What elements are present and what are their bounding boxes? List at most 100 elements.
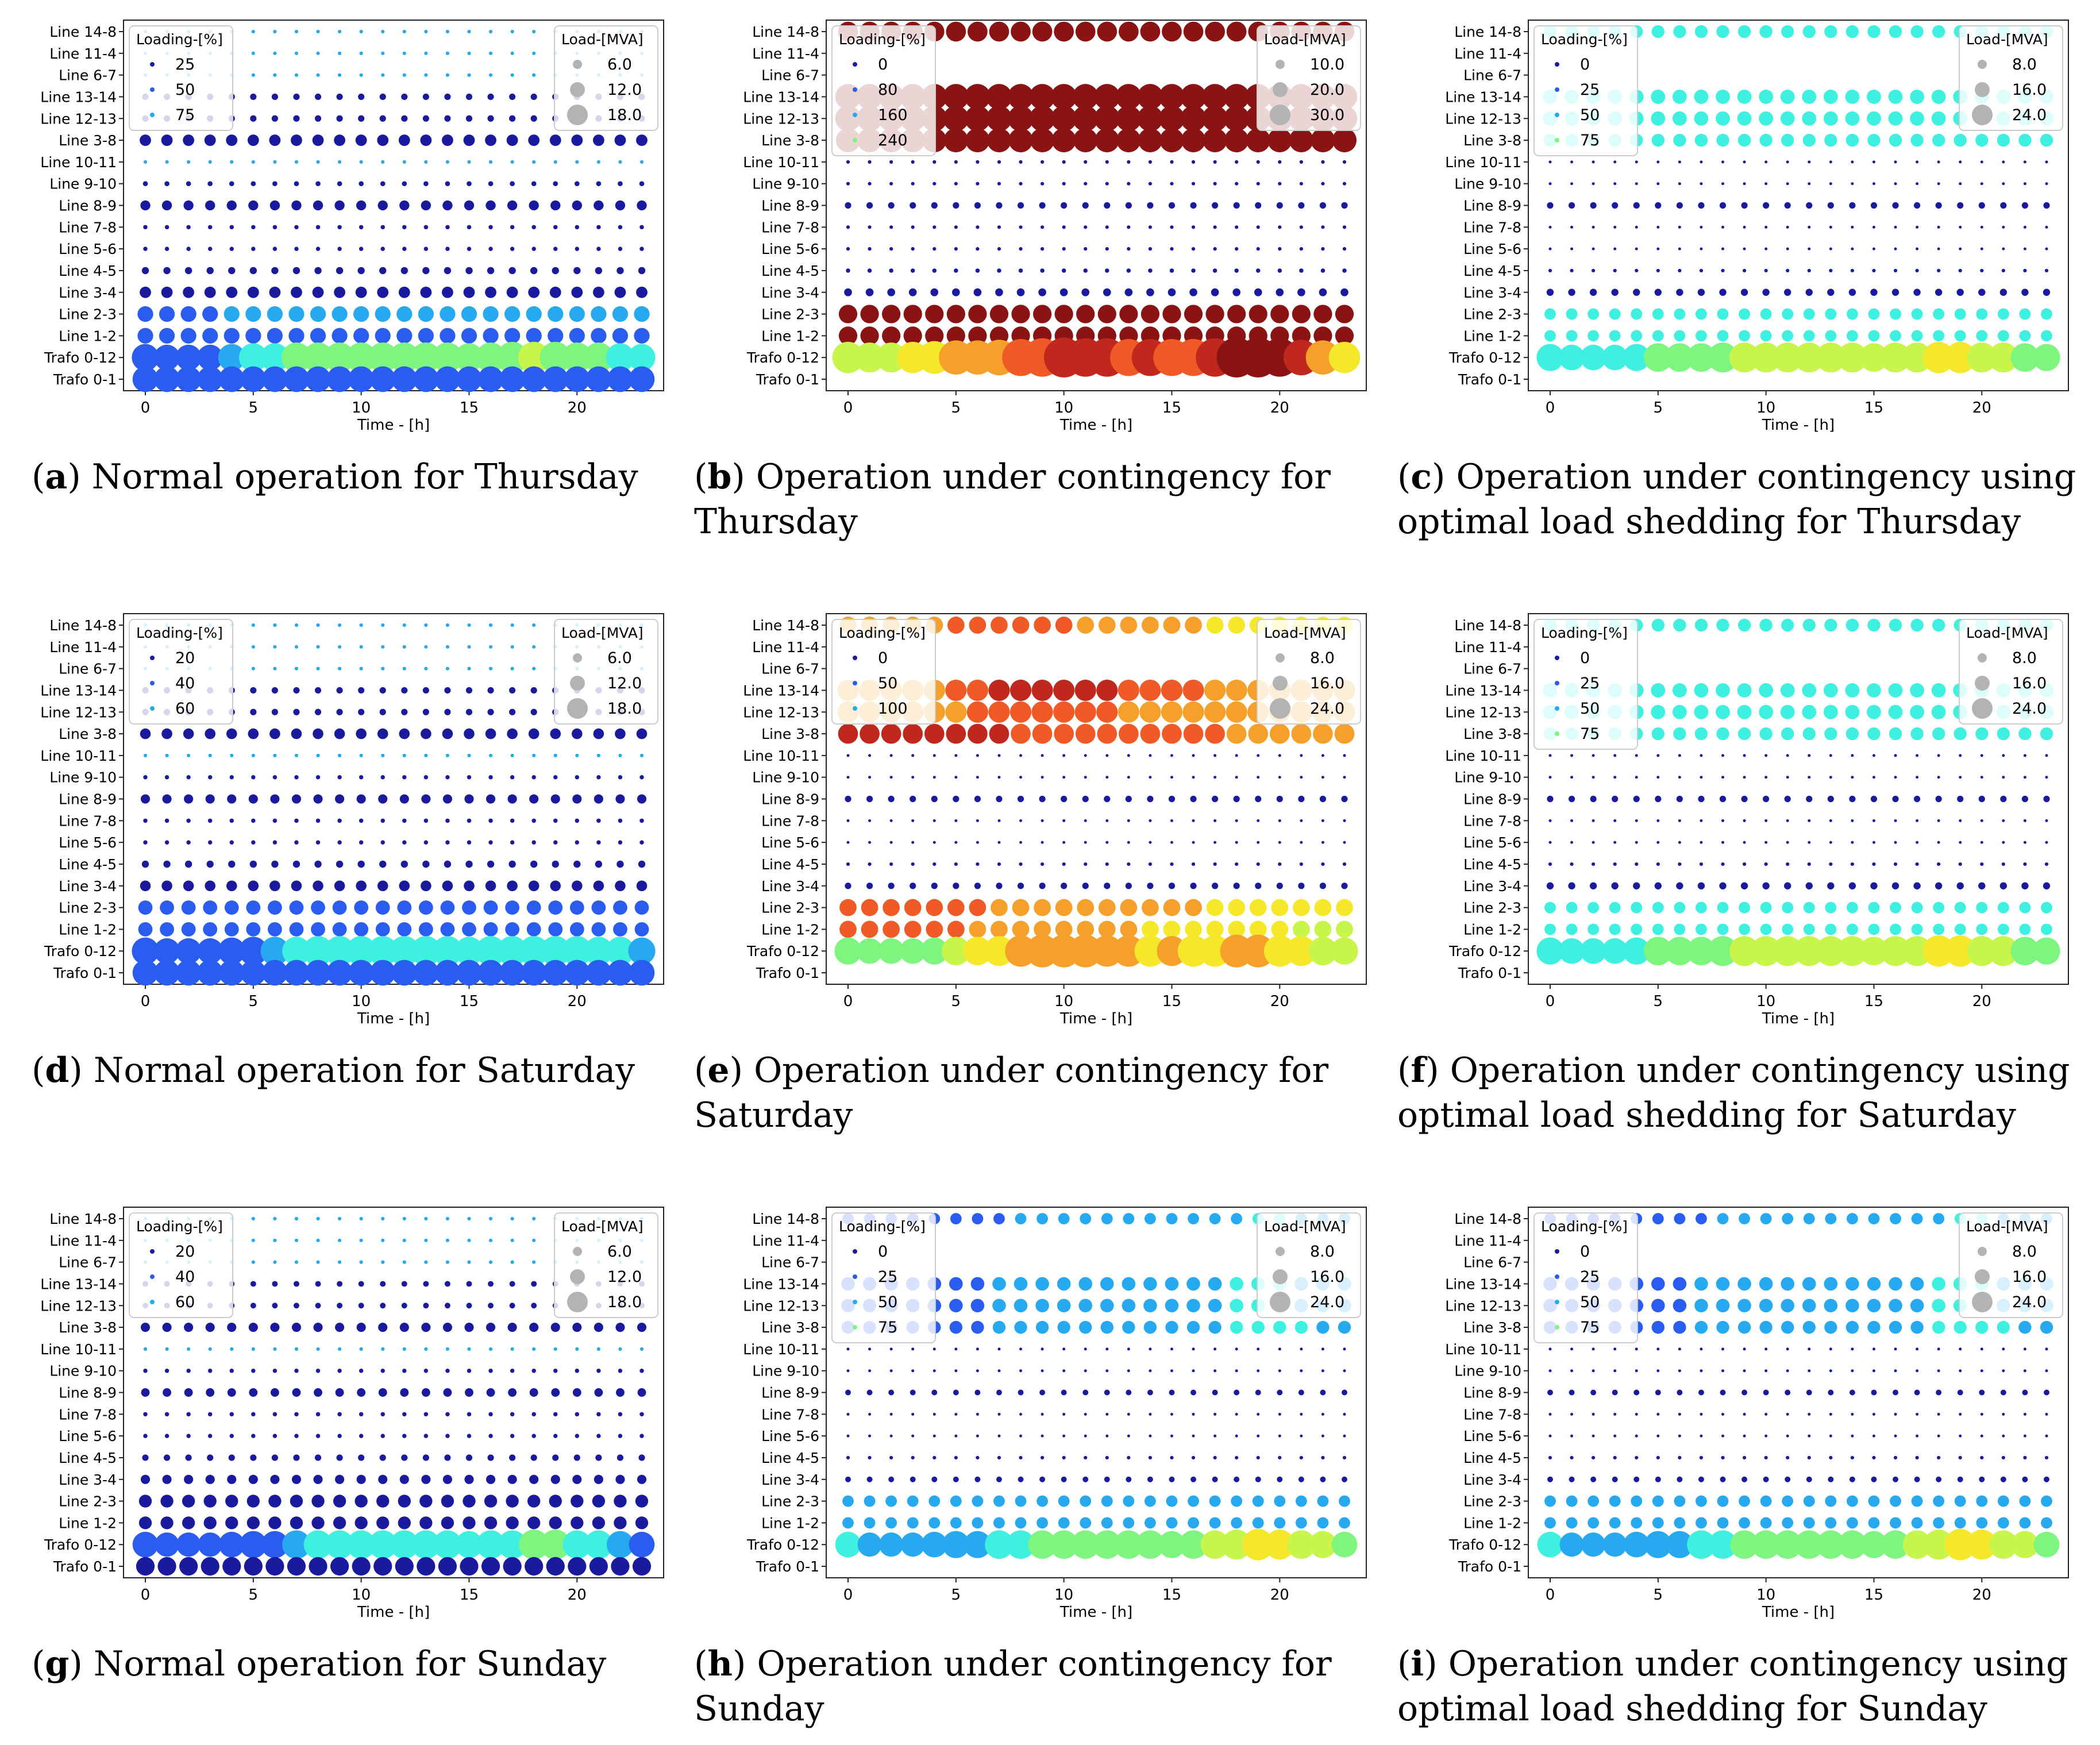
data-point	[509, 1281, 515, 1287]
data-point	[1743, 776, 1746, 779]
y-tick-label: Line 14-8	[49, 24, 117, 40]
data-point	[481, 1557, 500, 1576]
data-point	[1635, 1369, 1638, 1373]
data-point	[165, 1347, 169, 1351]
data-point	[1235, 1412, 1238, 1416]
data-point	[1716, 704, 1730, 719]
data-point	[612, 328, 629, 344]
data-point	[294, 160, 299, 164]
data-point	[498, 1530, 527, 1559]
data-point	[1743, 819, 1746, 822]
load-legend-marker	[1972, 698, 1993, 719]
data-point	[271, 1454, 278, 1461]
data-point	[346, 1530, 376, 1559]
data-point	[506, 1516, 519, 1530]
data-point	[889, 819, 893, 822]
data-point	[1208, 1277, 1222, 1291]
data-point	[1651, 90, 1666, 104]
data-point	[248, 200, 259, 211]
data-point	[1957, 1476, 1963, 1482]
data-point	[931, 795, 938, 803]
data-point	[1144, 1517, 1156, 1529]
data-point	[391, 366, 418, 392]
data-point	[1094, 84, 1120, 110]
data-point	[615, 1323, 625, 1332]
data-point	[1719, 202, 1727, 209]
data-point	[1228, 617, 1246, 634]
data-point	[1343, 1369, 1346, 1373]
data-point	[530, 708, 537, 715]
data-point	[467, 225, 472, 230]
data-point	[1867, 683, 1881, 698]
data-point	[596, 753, 600, 757]
loading-legend-marker	[853, 87, 857, 92]
data-point	[1180, 105, 1207, 132]
data-point	[438, 1557, 457, 1576]
y-tick-label: Line 3-4	[1463, 878, 1521, 895]
data-point	[272, 1281, 278, 1287]
data-point	[592, 1494, 606, 1508]
y-tick-label: Trafo 0-1	[756, 371, 819, 388]
x-tick-label: 10	[352, 993, 371, 1010]
y-tick-label: Line 11-4	[1454, 1232, 1521, 1249]
data-point	[402, 246, 407, 251]
data-point	[527, 1516, 541, 1530]
data-point	[1235, 862, 1239, 866]
data-point	[1651, 618, 1664, 632]
data-point	[1017, 202, 1024, 209]
data-point	[1837, 936, 1867, 966]
loading-legend-marker	[853, 1274, 857, 1279]
data-point	[314, 267, 322, 275]
data-point	[1592, 1412, 1595, 1416]
loading-legend-marker	[1555, 731, 1559, 736]
data-point	[972, 1213, 984, 1224]
data-point	[845, 1389, 851, 1396]
data-point	[1313, 723, 1333, 744]
data-point	[1911, 308, 1923, 320]
data-point	[510, 1434, 515, 1438]
data-point	[868, 182, 872, 186]
data-point	[389, 936, 419, 966]
data-point	[2019, 1517, 2031, 1529]
data-point	[1127, 1347, 1130, 1351]
data-point	[1716, 1299, 1730, 1313]
data-point	[250, 1281, 256, 1287]
data-point	[1084, 841, 1087, 844]
data-point	[269, 134, 281, 146]
data-point	[1786, 1434, 1789, 1438]
data-point	[1084, 225, 1088, 229]
data-point	[337, 29, 342, 34]
x-tick-label: 10	[1756, 399, 1775, 417]
data-point	[401, 115, 408, 122]
data-point	[182, 1516, 195, 1530]
data-point	[1212, 795, 1219, 803]
data-point	[1739, 330, 1751, 342]
data-point	[1845, 618, 1859, 632]
data-point	[467, 51, 471, 55]
data-point	[355, 1494, 368, 1508]
data-point	[845, 1476, 851, 1482]
data-point	[303, 342, 333, 373]
data-point	[984, 936, 1014, 966]
data-point	[976, 776, 979, 779]
data-point	[629, 1531, 655, 1558]
data-point	[445, 1347, 450, 1351]
data-point	[629, 366, 655, 392]
data-point	[316, 623, 320, 627]
x-tick-label: 10	[352, 399, 371, 417]
data-point	[1053, 679, 1075, 702]
data-point	[359, 1412, 364, 1417]
data-point	[996, 1389, 1002, 1396]
data-point	[1118, 723, 1139, 744]
data-point	[1743, 1369, 1746, 1373]
data-point	[1149, 841, 1152, 844]
caption: (c) Operation under contingency using	[1397, 457, 2076, 497]
data-point	[1827, 288, 1835, 296]
data-point	[572, 880, 583, 892]
data-point	[336, 115, 343, 122]
data-point	[358, 115, 365, 122]
loading-legend-marker	[853, 1249, 857, 1254]
data-point	[1147, 883, 1154, 889]
data-point	[1850, 268, 1855, 273]
data-point	[1084, 1434, 1087, 1438]
